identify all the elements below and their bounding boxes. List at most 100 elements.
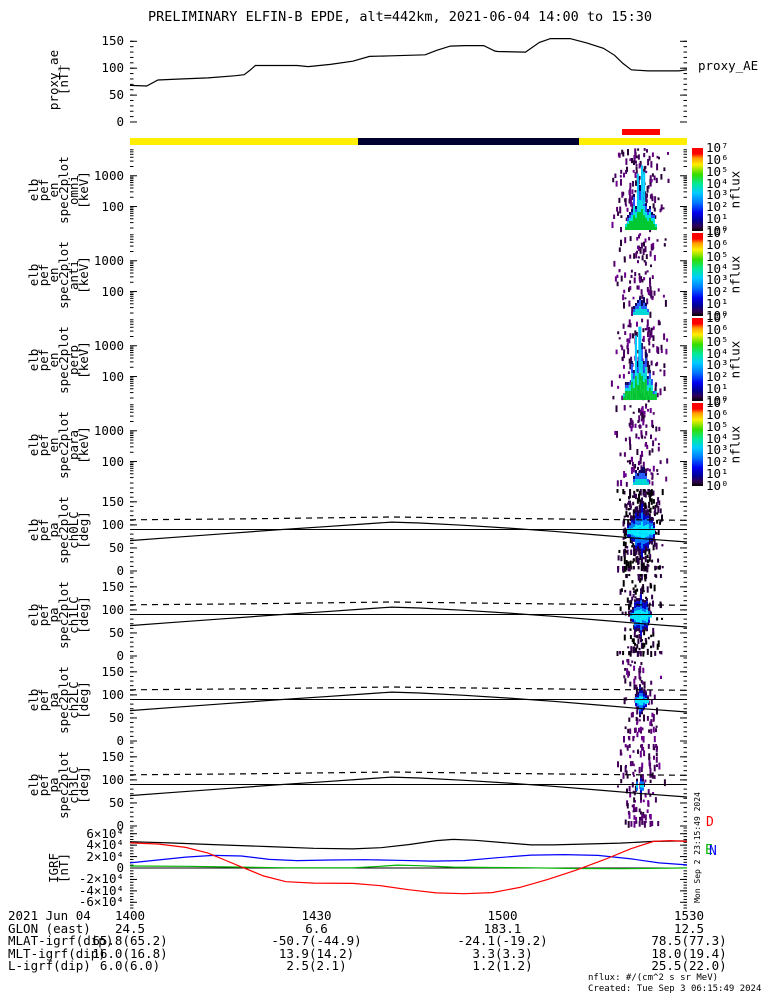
colorbar-tick-label: 10⁷ xyxy=(706,395,729,410)
footer-value: 24.5 xyxy=(114,920,146,936)
y-tick-label: 100 xyxy=(101,601,124,617)
y-tick-label: 100 xyxy=(101,368,124,384)
colorbar-tick-label: 10⁰ xyxy=(706,478,729,493)
y-tick-label: 0 xyxy=(116,860,124,875)
panel-ylabel: elb pef en spec2plot omni [keV] xyxy=(0,148,118,231)
colorbar-tick-label: 10¹ xyxy=(706,211,729,227)
y-tick-label: 0 xyxy=(116,648,124,663)
footer-value: 6.0(6.0) xyxy=(99,958,161,973)
y-tick-label: 6×10⁴ xyxy=(86,825,124,841)
y-tick-label: -4×10⁴ xyxy=(78,882,124,898)
colorbar-tick-label: 10² xyxy=(706,199,729,215)
y-tick-label: 1000 xyxy=(93,167,124,183)
y-tick-label: 100 xyxy=(101,453,124,469)
footer-value: 1400 xyxy=(114,908,146,923)
colorbar-tick-label: 10¹ xyxy=(706,381,729,397)
colorbar-tick-label: 10² xyxy=(706,454,729,470)
panel-ylabel-text: elb pef en spec2plot anti [keV] xyxy=(25,240,91,309)
colorbar-tick-label: 10⁰ xyxy=(706,308,729,323)
colorbar-title: nflux xyxy=(726,318,744,401)
footer-value: 1.2(1.2) xyxy=(472,958,533,973)
igrf-component-letter: E xyxy=(705,843,713,858)
status-strip-red-marker xyxy=(622,129,660,135)
y-tick-label: 1000 xyxy=(93,422,124,438)
footer-row-label: MLAT-igrf(dip) xyxy=(8,933,114,948)
colorbar-tick-label: 10¹ xyxy=(706,466,729,482)
y-tick-label: 150 xyxy=(101,663,124,679)
status-strip-segment xyxy=(358,138,579,145)
panel-ylabel: proxy_ae [nT] xyxy=(0,37,118,122)
panel-ylabel-text: elb pef en spec2plot perp [keV] xyxy=(25,325,91,394)
colorbar-title-text: nflux xyxy=(727,255,743,294)
y-tick-label: 100 xyxy=(101,516,124,532)
colorbar-tick-label: 10⁷ xyxy=(706,140,729,155)
panel-elb_pef_en_spec2plot_anti xyxy=(130,233,687,318)
colorbar-tick-label: 10⁵ xyxy=(706,163,729,179)
y-tick-label: 150 xyxy=(101,33,124,49)
colorbar-tick-label: 10⁷ xyxy=(706,310,729,325)
page-title: PRELIMINARY ELFIN-B EPDE, alt=442km, 202… xyxy=(148,9,652,25)
colorbar-tick-label: 10¹ xyxy=(706,296,729,312)
footer-value: 12.5 xyxy=(673,920,705,936)
colorbar-tick-label: 10³ xyxy=(706,272,729,288)
colorbar xyxy=(692,148,703,231)
footer-value: 1430 xyxy=(301,908,332,923)
colorbar xyxy=(692,233,703,316)
colorbar-tick-label: 10⁵ xyxy=(706,418,729,434)
panel-proxy_ae xyxy=(129,38,688,123)
y-tick-label: 0 xyxy=(116,114,124,129)
y-tick-label: 100 xyxy=(101,686,124,702)
y-tick-label: 50 xyxy=(108,794,124,810)
igrf-component-letter: D xyxy=(706,815,714,830)
footer-value: 183.1 xyxy=(483,920,522,936)
footer-value: 65.8(65.2) xyxy=(92,933,168,948)
side-timestamp: Mon Sep 2 23:15:49 2024 xyxy=(690,786,704,908)
colorbar-tick-label: 10² xyxy=(706,369,729,385)
colorbar-tick-label: 10⁷ xyxy=(706,225,729,240)
proxy-ae-legend-label: proxy_AE xyxy=(698,58,759,73)
footer-row-label: MLT-igrf(dip) xyxy=(8,945,106,961)
colorbar-title-text: nflux xyxy=(727,170,743,209)
y-tick-label: 100 xyxy=(101,198,124,214)
y-tick-label: 0 xyxy=(116,733,124,748)
panel-elb_pef_pa_spec2plot_ch0LC xyxy=(129,487,688,573)
y-tick-label: 100 xyxy=(101,60,124,76)
y-tick-label: 50 xyxy=(108,624,124,640)
y-tick-label: 50 xyxy=(108,87,124,103)
footer-value: 78.5(77.3) xyxy=(651,933,727,948)
footer-value: 6.6 xyxy=(305,920,328,936)
colorbar xyxy=(692,318,703,401)
panel-elb_pef_pa_spec2plot_ch2LC xyxy=(129,657,688,743)
footer-value: 1500 xyxy=(487,908,518,923)
colorbar-tick-label: 10⁴ xyxy=(706,345,729,361)
colorbar-tick-label: 10³ xyxy=(706,442,729,458)
panel-ylabel: elb pef en spec2plot perp [keV] xyxy=(0,318,118,401)
colorbar-title: nflux xyxy=(726,233,744,316)
status-strip-segment xyxy=(130,138,358,145)
footer-value: 3.3(3.3) xyxy=(472,945,533,961)
colorbar-title-text: nflux xyxy=(727,425,743,464)
panel-elb_pef_en_spec2plot_perp xyxy=(130,318,687,403)
colorbar xyxy=(692,403,703,486)
colorbar-title-text: nflux xyxy=(727,340,743,379)
colorbar-tick-label: 10⁶ xyxy=(706,236,729,252)
colorbar-tick-label: 10⁴ xyxy=(706,260,729,276)
footer-value: -24.1(-19.2) xyxy=(457,933,548,948)
panel-ylabel: elb pef en spec2plot anti [keV] xyxy=(0,233,118,316)
colorbar-tick-label: 10⁵ xyxy=(706,333,729,349)
igrf-component-letter: N xyxy=(709,844,717,859)
y-tick-label: 4×10⁴ xyxy=(86,837,124,853)
footer-value: 2.5(2.1) xyxy=(286,958,347,973)
y-tick-label: 100 xyxy=(101,283,124,299)
side-timestamp-text: Mon Sep 2 23:15:49 2024 xyxy=(692,791,702,903)
panel-ylabel: elb pef en spec2plot para [keV] xyxy=(0,403,118,486)
footer-value: 16.0(16.8) xyxy=(92,945,168,961)
colorbar-tick-label: 10⁰ xyxy=(706,223,729,238)
colorbar-tick-label: 10⁶ xyxy=(706,321,729,337)
y-tick-label: 150 xyxy=(101,748,124,764)
y-tick-label: 0 xyxy=(116,818,124,833)
panel-elb_pef_pa_spec2plot_ch3LC xyxy=(129,742,688,828)
panel-elb_pef_en_spec2plot_para xyxy=(130,403,687,487)
colorbar-title: nflux xyxy=(726,148,744,231)
